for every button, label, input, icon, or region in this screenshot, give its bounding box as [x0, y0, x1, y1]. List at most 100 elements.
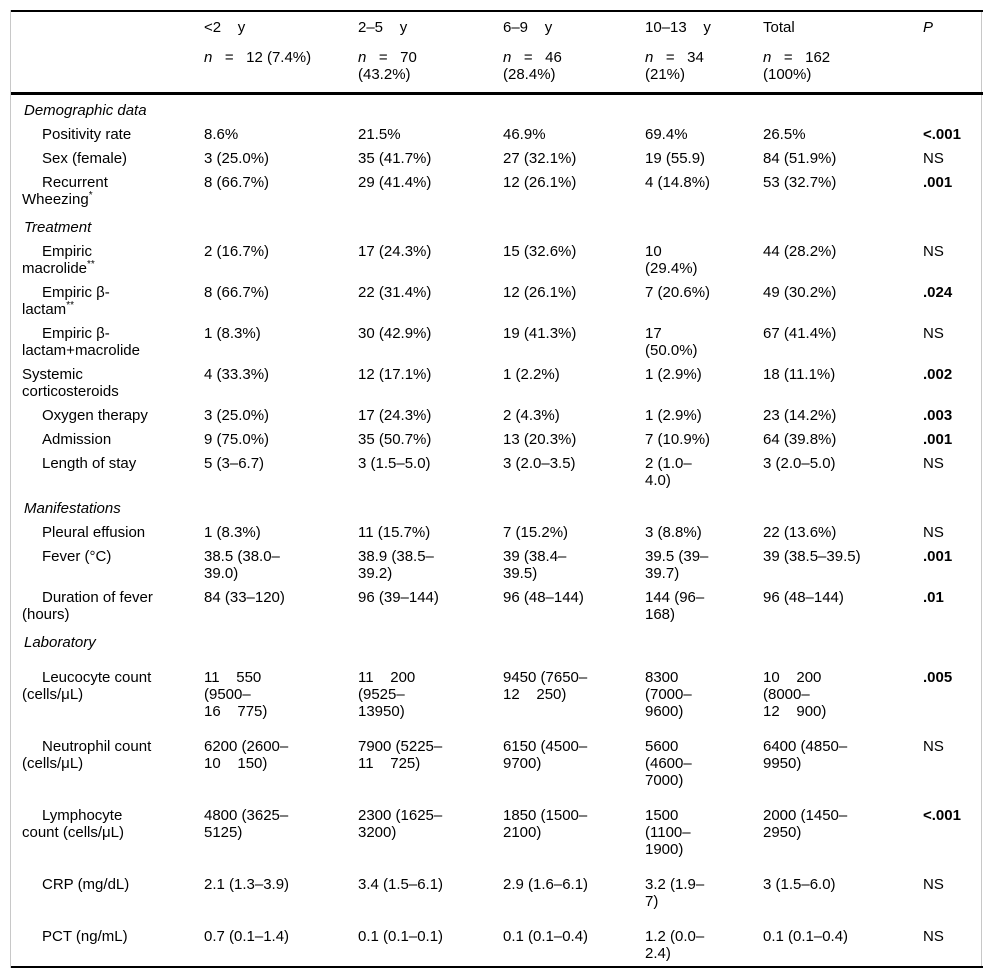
column-n-count: n = 12 (7.4%): [204, 49, 354, 66]
cell-2to5y: 29 (41.4%): [358, 174, 432, 191]
column-n-count: n = 34 (21%): [645, 49, 759, 83]
cell-10to13y: 1 (2.9%): [645, 407, 702, 424]
cell-6to9y: 12 (26.1%): [503, 284, 577, 301]
table-row: PCT (ng/mL) 0.7 (0.1–1.4) 0.1 (0.1–0.1) 0.1…: [11, 914, 983, 967]
section-row: Laboratory: [11, 627, 983, 655]
p-value-cell: .003: [923, 407, 953, 424]
p-value-cell: NS: [923, 455, 944, 472]
cell-total: 2000 (1450– 2950): [763, 807, 848, 841]
cell-total: 0.1 (0.1–0.4): [763, 928, 849, 945]
column-n-count: n = 46 (28.4%): [503, 49, 641, 83]
row-label: Oxygen therapy: [11, 404, 204, 428]
row-label: Length of stay: [11, 452, 204, 493]
p-value-cell: NS: [923, 243, 944, 260]
header-col-total: Total n = 162 (100%): [763, 11, 908, 94]
cell-under2y: 11 550 (9500– 16 775): [204, 669, 268, 720]
cell-6to9y: 96 (48–144): [503, 589, 584, 606]
row-label-text: Pleural effusion: [42, 524, 146, 541]
header-empty-cell: [11, 11, 204, 94]
cell-total: 22 (13.6%): [763, 524, 837, 541]
column-title: 2–5 y: [358, 19, 408, 36]
row-label: Empiric β- lactam+macrolide: [11, 322, 204, 363]
p-value-cell: .024: [923, 284, 953, 301]
row-label-text: Length of stay: [42, 455, 137, 472]
column-title: <2 y: [204, 19, 246, 36]
table-row: Empiric β- lactam+macrolide 1 (8.3%) 30 (4…: [11, 322, 983, 363]
n-value: = 46 (28.4%): [503, 49, 562, 83]
cell-under2y: 4800 (3625– 5125): [204, 807, 289, 841]
header-col-10to13y: 10–13 y n = 34 (21%): [645, 11, 763, 94]
row-label-text: Recurrent Wheezing: [22, 174, 108, 208]
cell-10to13y: 5600 (4600– 7000): [645, 738, 692, 789]
cell-6to9y: 3 (2.0–3.5): [503, 455, 576, 472]
p-value-cell: NS: [923, 150, 944, 167]
cell-2to5y: 30 (42.9%): [358, 325, 432, 342]
cell-under2y: 1 (8.3%): [204, 524, 261, 541]
cell-2to5y: 3 (1.5–5.0): [358, 455, 431, 472]
cell-2to5y: 2300 (1625– 3200): [358, 807, 443, 841]
row-label: Neutrophil count (cells/μL): [11, 724, 204, 793]
p-value-cell: <.001: [923, 126, 961, 143]
row-label: Systemic corticosteroids: [11, 363, 204, 404]
cell-2to5y: 11 200 (9525– 13950): [358, 669, 416, 720]
cell-total: 44 (28.2%): [763, 243, 837, 260]
row-label-text: Leucocyte count (cells/μL): [22, 669, 152, 703]
cell-10to13y: 10 (29.4%): [645, 243, 698, 277]
cell-under2y: 6200 (2600– 10 150): [204, 738, 289, 772]
cell-2to5y: 17 (24.3%): [358, 407, 432, 424]
row-label-text: CRP (mg/dL): [42, 876, 130, 893]
cell-2to5y: 11 (15.7%): [358, 524, 431, 541]
row-label: CRP (mg/dL): [11, 862, 204, 914]
cell-2to5y: 21.5%: [358, 126, 401, 143]
table-row: Length of stay 5 (3–6.7) 3 (1.5–5.0) 3 (2.0…: [11, 452, 983, 493]
header-col-2to5y: 2–5 y n = 70 (43.2%): [358, 11, 503, 94]
section-title: Treatment: [24, 219, 92, 236]
n-symbol: n: [503, 49, 512, 66]
cell-2to5y: 12 (17.1%): [358, 366, 432, 383]
table-row: Duration of fever (hours) 84 (33–120) 96 (…: [11, 586, 983, 627]
table-row: Empiric macrolide** 2 (16.7%) 17 (24.3%) 15…: [11, 240, 983, 281]
cell-under2y: 84 (33–120): [204, 589, 285, 606]
footnote-marker: **: [87, 259, 95, 270]
p-value-cell: NS: [923, 928, 944, 945]
cell-10to13y: 144 (96– 168): [645, 589, 705, 623]
n-value: = 162 (100%): [763, 49, 831, 83]
column-title: 6–9 y: [503, 19, 553, 36]
row-label: Empiric macrolide**: [11, 240, 204, 281]
cell-under2y: 3 (25.0%): [204, 150, 270, 167]
cell-under2y: 9 (75.0%): [204, 431, 270, 448]
cell-under2y: 1 (8.3%): [204, 325, 261, 342]
table-row: Pleural effusion 1 (8.3%) 11 (15.7%) 7 (15.…: [11, 521, 983, 545]
cell-2to5y: 35 (41.7%): [358, 150, 432, 167]
cell-10to13y: 2 (1.0– 4.0): [645, 455, 692, 489]
data-table: <2 y n = 12 (7.4%) 2–5 y n = 70 (43.2%) 6–…: [11, 10, 983, 968]
header-col-under2y: <2 y n = 12 (7.4%): [204, 11, 358, 94]
n-symbol: n: [763, 49, 772, 66]
cell-6to9y: 12 (26.1%): [503, 174, 577, 191]
cell-2to5y: 22 (31.4%): [358, 284, 432, 301]
cell-6to9y: 27 (32.1%): [503, 150, 577, 167]
table-row: Sex (female) 3 (25.0%) 35 (41.7%) 27 (32.1%…: [11, 147, 983, 171]
p-value-cell: NS: [923, 325, 944, 342]
cell-6to9y: 39 (38.4– 39.5): [503, 548, 567, 582]
cell-total: 64 (39.8%): [763, 431, 837, 448]
cell-6to9y: 0.1 (0.1–0.4): [503, 928, 589, 945]
section-title: Demographic data: [24, 102, 147, 119]
row-label-text: Systemic corticosteroids: [22, 366, 119, 400]
cell-2to5y: 0.1 (0.1–0.1): [358, 928, 444, 945]
row-label: Fever (°C): [11, 545, 204, 586]
cell-total: 96 (48–144): [763, 589, 844, 606]
section-row: Manifestations: [11, 493, 983, 521]
cell-10to13y: 17 (50.0%): [645, 325, 698, 359]
column-n-count: n = 162 (100%): [763, 49, 904, 83]
row-label-text: Empiric β- lactam: [22, 284, 110, 318]
row-label: Lymphocyte count (cells/μL): [11, 793, 204, 862]
cell-6to9y: 13 (20.3%): [503, 431, 577, 448]
row-label-text: Neutrophil count (cells/μL): [22, 738, 152, 772]
p-column-title: P: [923, 19, 934, 36]
p-value-cell: .002: [923, 366, 953, 383]
footnote-marker: *: [88, 190, 93, 201]
table-row: Fever (°C) 38.5 (38.0– 39.0) 38.9 (38.5– 3…: [11, 545, 983, 586]
cell-2to5y: 38.9 (38.5– 39.2): [358, 548, 434, 582]
cell-2to5y: 35 (50.7%): [358, 431, 432, 448]
